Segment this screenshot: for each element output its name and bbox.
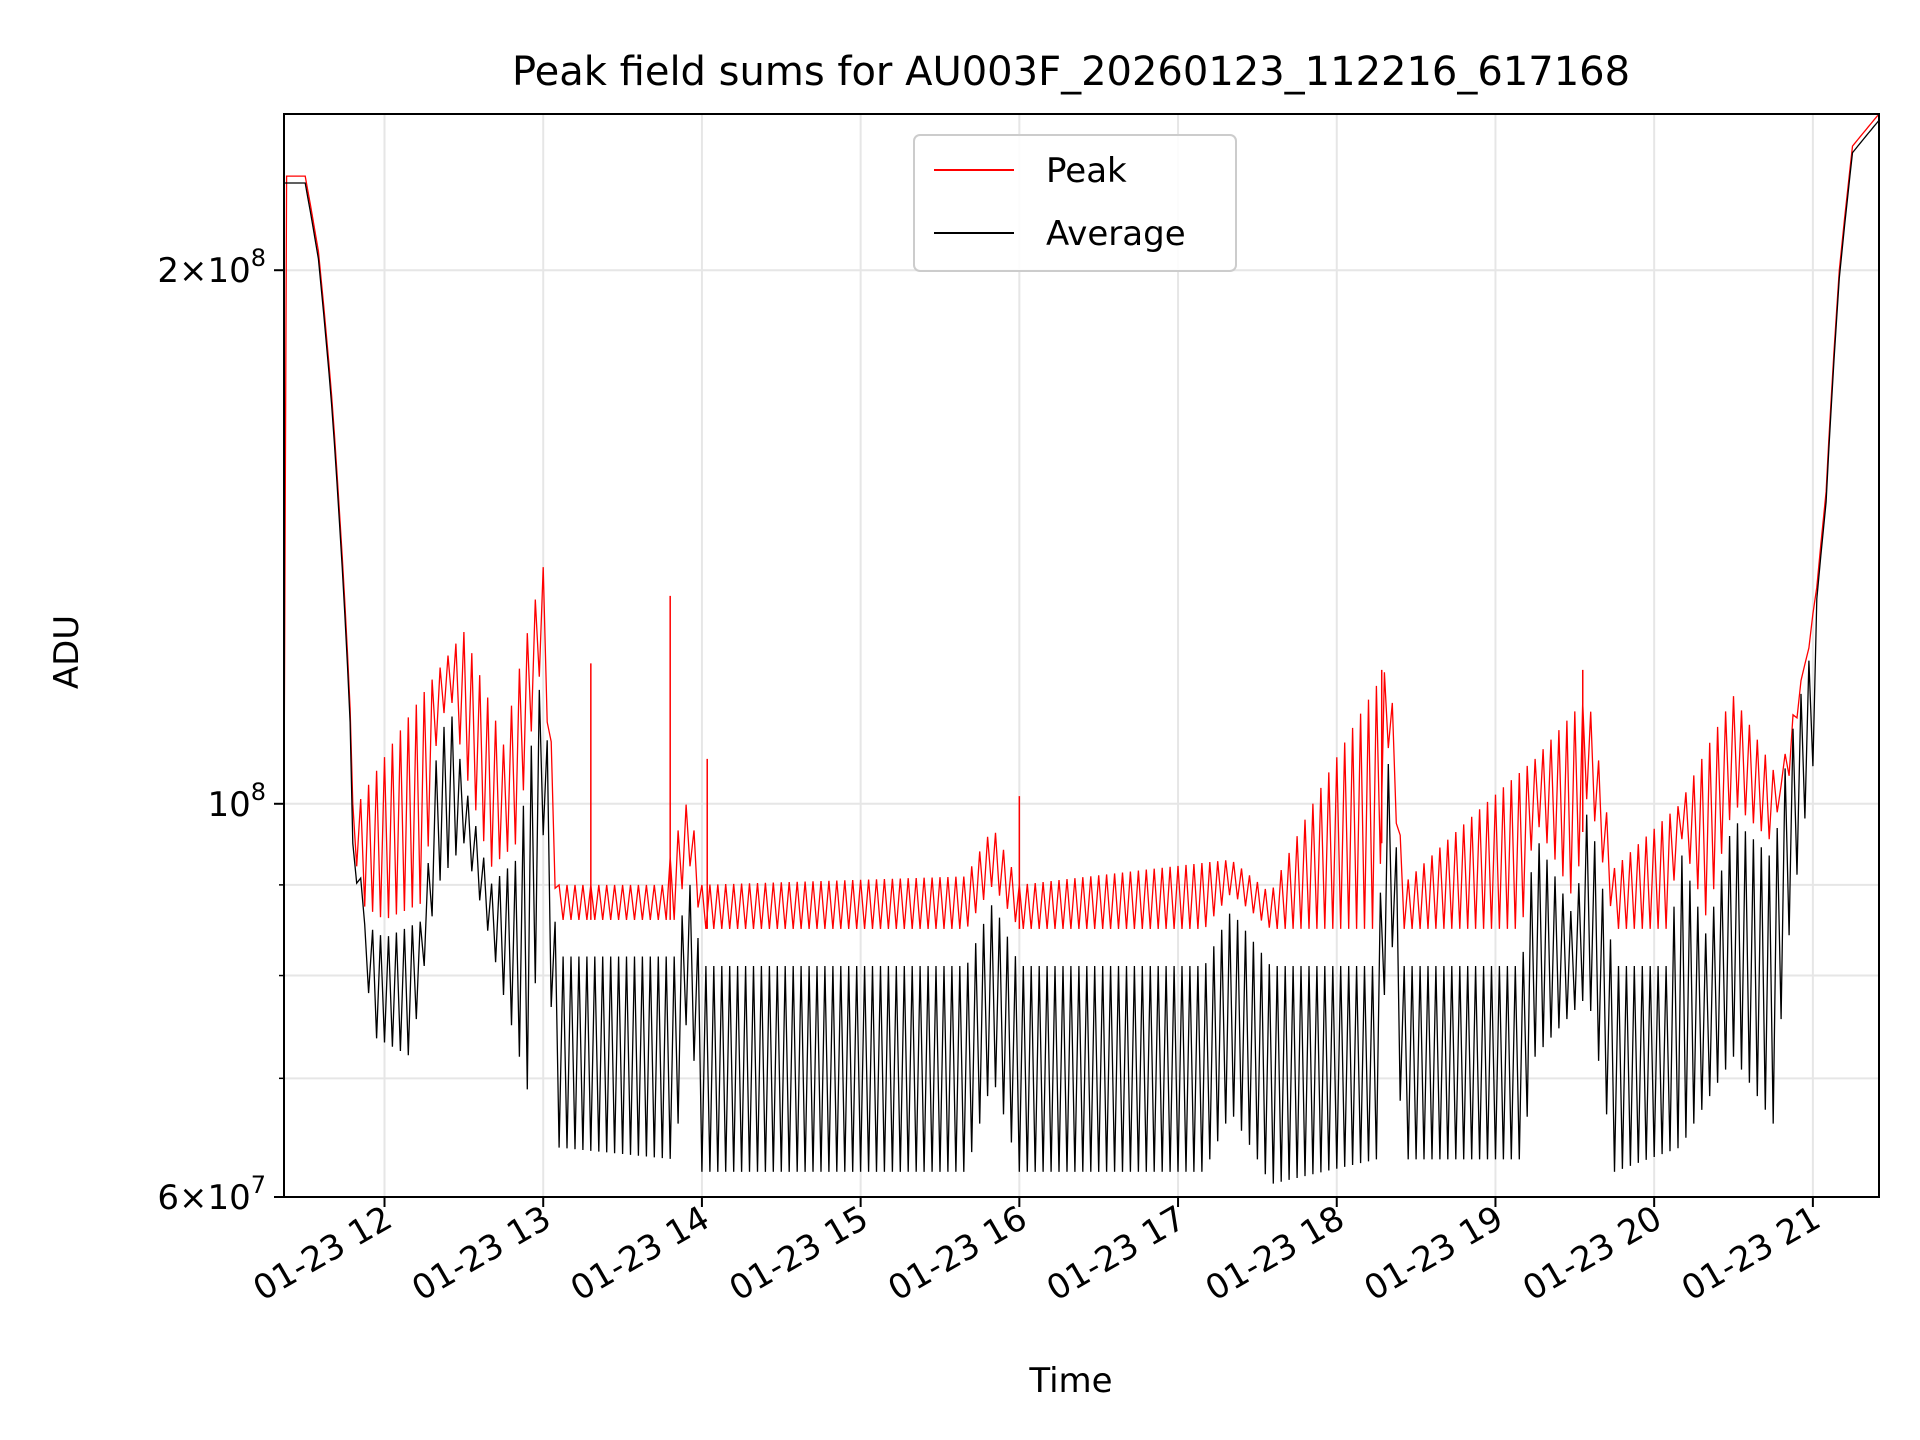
legend: Peak Average [913,134,1237,272]
y-axis-label: ADU [47,615,87,689]
plot-data [283,113,1880,1184]
y-tick-label: 2×108 [157,244,266,291]
y-tick-label: 108 [207,778,266,825]
series-average-line [284,119,1880,1184]
x-axis-label: Time [1028,1361,1112,1401]
legend-average-label: Average [1046,214,1186,254]
y-tick-label: 6×107 [157,1171,266,1218]
chart-title: Peak field sums for AU003F_20260123_1122… [512,49,1630,95]
plot-frame [283,113,1880,1198]
series-peak-line [283,113,1880,929]
legend-peak-label: Peak [1046,151,1127,191]
